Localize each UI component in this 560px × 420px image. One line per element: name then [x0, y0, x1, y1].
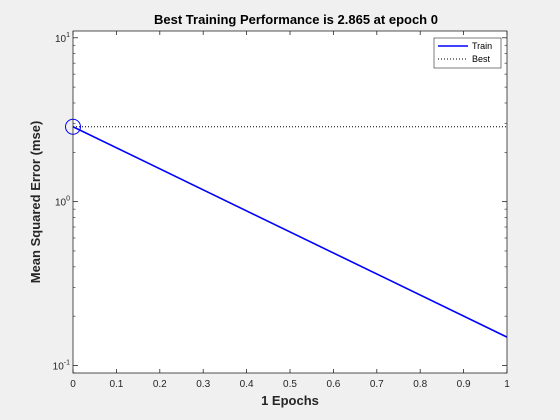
x-tick-label: 0.2 — [153, 379, 167, 390]
x-tick-label: 0.6 — [326, 379, 340, 390]
plot-area — [73, 31, 507, 373]
legend-label-best: Best — [472, 54, 491, 64]
x-tick-label: 0.5 — [283, 379, 297, 390]
y-tick-label: 10-1 — [53, 360, 70, 373]
plot-border — [72, 30, 508, 374]
x-tick-label: 0.1 — [109, 379, 123, 390]
x-tick-label: 0.4 — [240, 379, 254, 390]
y-tick-label: 100 — [55, 196, 70, 209]
y-axis-label: Mean Squared Error (mse) — [28, 121, 43, 284]
series-line-train — [72, 126, 508, 338]
legend-box — [433, 37, 502, 69]
axis-ticks: 0 0.1 0.2 0.3 0.4 0.5 0.6 0.7 0.8 0.9 1 10-1 100 101 — [53, 31, 510, 390]
x-axis-label: 1 Epochs — [261, 393, 319, 408]
x-tick-label: 0.7 — [370, 379, 384, 390]
x-tick-label: 0 — [70, 379, 76, 390]
chart-title: Best Training Performance is 2.865 at ep… — [154, 12, 438, 27]
x-tick-label: 0.3 — [196, 379, 210, 390]
legend-label-train: Train — [472, 41, 492, 51]
y-tick-label: 101 — [55, 32, 70, 45]
legend: Train Best — [433, 37, 502, 69]
x-tick-label: 1 — [504, 379, 510, 390]
x-tick-label: 0.8 — [413, 379, 427, 390]
x-tick-label: 0.9 — [457, 379, 471, 390]
